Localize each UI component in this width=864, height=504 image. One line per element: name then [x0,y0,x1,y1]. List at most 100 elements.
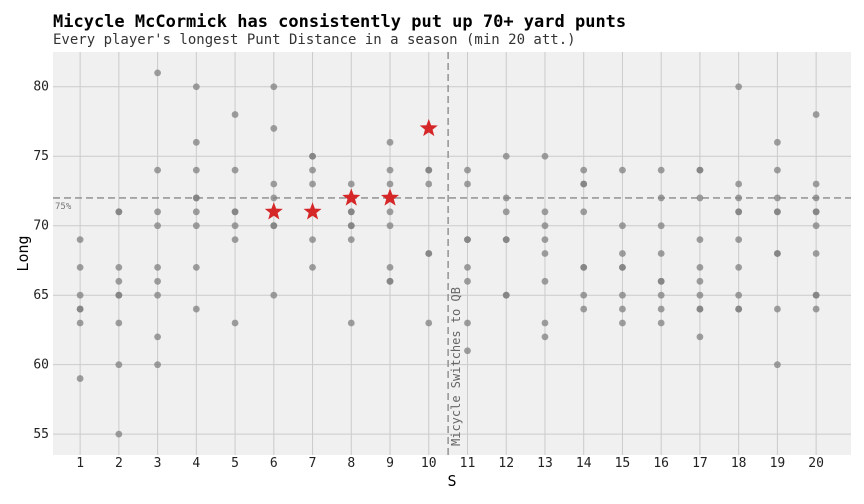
x-tick-label: 14 [576,456,592,471]
data-point [231,319,239,327]
data-point [619,319,626,327]
data-point [735,180,743,188]
data-point [386,263,394,271]
data-point [231,208,239,216]
data-point [773,361,781,369]
data-point [812,194,820,202]
data-point [76,319,84,327]
data-point [541,152,549,160]
data-point [580,180,588,188]
data-point [541,277,549,285]
x-tick-label: 6 [270,456,278,471]
y-tick-label: 70 [33,219,49,234]
y-tick-label: 60 [33,358,49,373]
data-point [192,263,200,271]
data-point [541,236,549,244]
data-point [309,166,316,174]
data-point [192,222,200,230]
data-point [773,250,781,257]
data-point [696,236,704,244]
data-point [464,263,471,271]
data-point [735,194,743,202]
data-point [347,319,355,327]
data-point [812,222,820,230]
data-point [502,236,510,244]
data-point [154,166,161,174]
data-point [773,166,781,174]
data-point [270,222,278,230]
highlight-star [264,202,283,220]
data-point [309,180,316,188]
data-point [154,208,161,216]
data-point [580,208,588,216]
data-point [657,250,665,257]
data-point [386,277,394,285]
data-point [657,319,665,327]
data-point [425,166,433,174]
data-point [464,347,471,355]
data-point [347,222,355,230]
data-point [154,222,161,230]
highlight-star [380,188,400,206]
data-point [115,361,123,369]
data-point [812,250,820,257]
data-point [580,166,588,174]
data-point [192,305,200,313]
data-point [231,111,239,118]
grid-lines [53,52,851,455]
highlight-star [303,202,322,220]
data-point [115,263,123,271]
data-point [735,291,743,299]
data-point [502,152,510,160]
data-point [464,319,471,327]
x-tick-label: 2 [115,456,123,471]
x-tick-label: 17 [692,456,708,471]
data-point [773,138,781,146]
data-point [386,138,394,146]
y-tick-label: 55 [33,427,49,442]
data-point [812,208,820,216]
data-point [192,208,200,216]
x-tick-label: 20 [808,456,824,471]
data-point [76,375,84,382]
data-point [541,333,549,341]
data-point [231,166,239,174]
data-point [76,291,84,299]
y-axis-label: Long [14,235,32,271]
data-point [696,277,704,285]
data-point [192,194,200,202]
data-point [386,222,394,230]
data-point [619,291,626,299]
qb-switch-label: Micycle Switches to QB [449,287,463,446]
x-tick-label: 13 [537,456,553,471]
data-point [696,166,704,174]
data-point [619,263,626,271]
y-tick-label: 75 [33,149,49,164]
data-point [541,250,549,257]
highlight-star [419,118,438,137]
data-point [270,125,278,132]
data-point [425,319,433,327]
data-point [619,305,626,313]
x-tick-label: 1 [76,456,84,471]
data-point [115,319,123,327]
plot-background [53,52,851,455]
data-point [735,236,743,244]
data-point [309,236,316,244]
data-point [696,194,704,202]
data-point [425,250,433,257]
x-tick-label: 15 [615,456,631,471]
data-point [270,83,278,91]
data-point [541,319,549,327]
data-point [657,194,665,202]
data-point [657,305,665,313]
data-point [580,305,588,313]
data-point [231,236,239,244]
data-point [270,194,278,202]
percentile-label: 75% [55,202,72,212]
data-point [347,180,355,188]
data-point [386,180,394,188]
data-point [154,291,161,299]
data-point [192,83,200,91]
